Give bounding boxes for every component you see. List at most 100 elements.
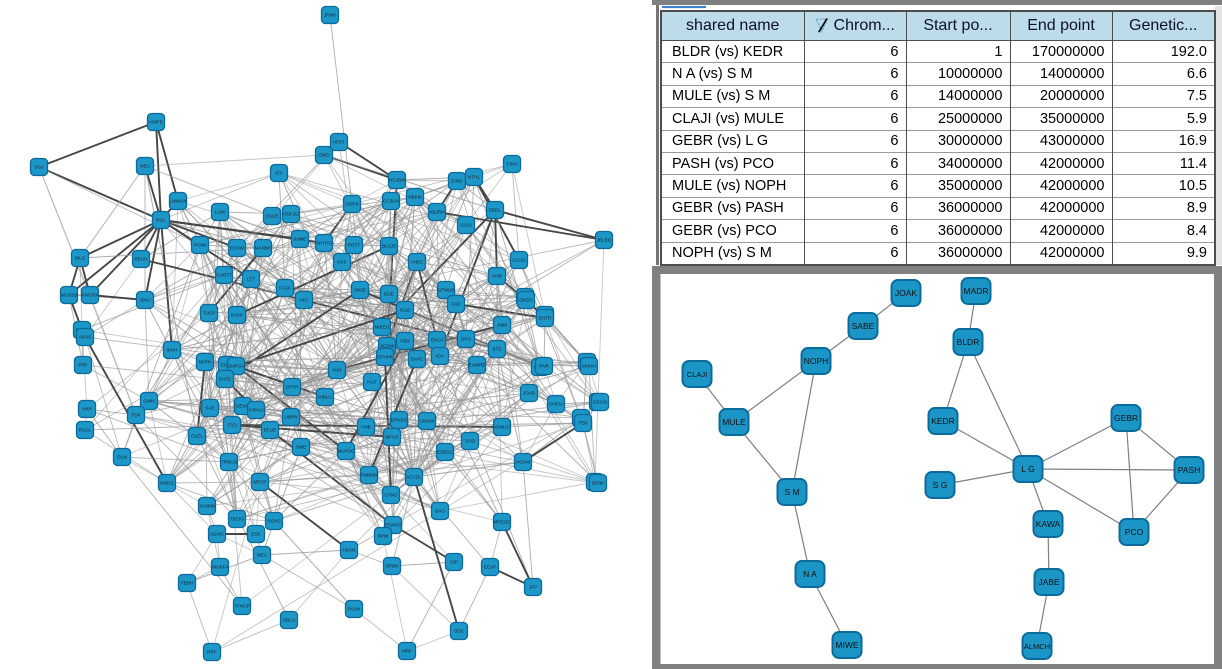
svg-text:ARAS: ARAS: [79, 335, 92, 340]
svg-text:JFWH: JFWH: [324, 13, 337, 18]
svg-text:RGNS: RGNS: [267, 519, 280, 524]
svg-text:IEC: IEC: [275, 171, 283, 176]
svg-text:SABE: SABE: [852, 321, 875, 331]
svg-text:BPW: BPW: [378, 534, 389, 539]
svg-text:GOPS: GOPS: [345, 202, 358, 207]
svg-text:IKHH: IKHH: [167, 348, 178, 353]
svg-text:NTHL: NTHL: [468, 175, 480, 180]
svg-text:KNMJC: KNMJC: [494, 425, 511, 430]
svg-text:RLIL: RLIL: [156, 218, 166, 223]
svg-text:GWN: GWN: [143, 399, 154, 404]
svg-text:HWFE: HWFE: [149, 120, 163, 125]
svg-text:BLSJE: BLSJE: [382, 244, 396, 249]
svg-text:FBD: FBD: [400, 339, 410, 344]
svg-text:HIJT: HIJT: [367, 380, 377, 385]
svg-text:MUFOG: MUFOG: [337, 449, 355, 454]
svg-text:SGJ: SGJ: [35, 165, 44, 170]
svg-text:DAPC: DAPC: [411, 357, 424, 362]
svg-text:OHFIA: OHFIA: [549, 402, 564, 407]
svg-text:HFC: HFC: [299, 298, 309, 303]
svg-text:NBKM: NBKM: [408, 195, 421, 200]
svg-text:NEU: NEU: [140, 164, 150, 169]
svg-text:TMBMM: TMBMM: [360, 473, 378, 478]
svg-text:AHEC: AHEC: [411, 260, 424, 265]
svg-text:ECNW: ECNW: [230, 246, 245, 251]
svg-text:DPNSG: DPNSG: [391, 418, 408, 423]
svg-text:HNB: HNB: [361, 425, 371, 430]
svg-text:KFS: KFS: [338, 260, 347, 265]
svg-text:HGJBM: HGJBM: [389, 178, 405, 183]
svg-text:EHUJ: EHUJ: [431, 338, 443, 343]
svg-text:MFUS: MFUS: [385, 435, 398, 440]
svg-text:SWE: SWE: [296, 445, 306, 450]
svg-text:TRNCO: TRNCO: [221, 460, 238, 465]
svg-text:MIEEO: MIEEO: [375, 325, 390, 330]
svg-text:RRF: RRF: [207, 650, 217, 655]
svg-text:POWI: POWI: [194, 243, 206, 248]
svg-text:REUH: REUH: [134, 257, 147, 262]
svg-text:DEBK: DEBK: [592, 481, 605, 486]
svg-text:KEDR: KEDR: [931, 416, 955, 426]
svg-text:DBLU: DBLU: [283, 618, 295, 623]
svg-text:ESK: ESK: [251, 532, 261, 537]
svg-text:EPHPK: EPHPK: [377, 355, 394, 360]
svg-text:S G: S G: [933, 480, 948, 490]
svg-text:L G: L G: [1021, 464, 1034, 474]
svg-text:GMPGA: GMPGA: [227, 364, 245, 369]
svg-text:RADL: RADL: [79, 428, 92, 433]
svg-text:GUBTT: GUBTT: [216, 273, 232, 278]
svg-text:OLEL: OLEL: [191, 434, 203, 439]
svg-text:S M: S M: [784, 487, 799, 497]
svg-text:AGWC: AGWC: [210, 532, 225, 537]
svg-text:MREOC: MREOC: [493, 520, 511, 525]
svg-text:KBJRN: KBJRN: [429, 210, 444, 215]
svg-text:EFUD: EFUD: [264, 428, 277, 433]
svg-text:GIP: GIP: [450, 560, 458, 565]
svg-text:JDNJ: JDNJ: [139, 298, 150, 303]
svg-text:ACCDL: ACCDL: [406, 475, 422, 480]
svg-text:HDAN: HDAN: [342, 548, 355, 553]
svg-text:JOAK: JOAK: [895, 288, 918, 298]
svg-text:MULE: MULE: [722, 417, 746, 427]
svg-text:PTWOC: PTWOC: [384, 523, 402, 528]
svg-text:INBLG: INBLG: [318, 395, 332, 400]
svg-text:N A: N A: [803, 569, 817, 579]
svg-text:GJJU: GJJU: [460, 223, 471, 228]
svg-text:SMJE: SMJE: [354, 288, 366, 293]
svg-text:BLDR: BLDR: [957, 337, 980, 347]
svg-text:PCO: PCO: [1125, 527, 1144, 537]
svg-text:TJNG: TJNG: [506, 162, 518, 167]
svg-text:EAWRE: EAWRE: [469, 363, 486, 368]
svg-text:BAO: BAO: [435, 509, 445, 514]
svg-text:MADR: MADR: [963, 286, 988, 296]
svg-text:FJGF: FJGF: [279, 286, 291, 291]
svg-text:KAWA: KAWA: [1036, 519, 1061, 529]
svg-text:WGKFA: WGKFA: [212, 565, 230, 570]
svg-text:MRF: MRF: [402, 649, 412, 654]
svg-text:DUE: DUE: [384, 292, 394, 297]
svg-text:KWCRA: KWCRA: [81, 293, 99, 298]
svg-text:GTMUB: GTMUB: [438, 288, 455, 293]
svg-text:FBBH: FBBH: [181, 581, 193, 586]
svg-text:UEWB: UEWB: [236, 404, 250, 409]
svg-text:POTT: POTT: [348, 243, 360, 248]
svg-text:TUCP: TUCP: [203, 311, 216, 316]
svg-text:MTCP: MTCP: [253, 480, 266, 485]
svg-text:NJN: NJN: [333, 368, 342, 373]
svg-text:GEBR: GEBR: [1114, 413, 1138, 423]
svg-text:LTT: LTT: [247, 277, 255, 282]
svg-text:MIWE: MIWE: [835, 640, 858, 650]
svg-text:RNR: RNR: [539, 364, 550, 369]
svg-text:JMM: JMM: [497, 323, 507, 328]
svg-text:EING: EING: [451, 179, 463, 184]
svg-text:HHR: HHR: [492, 274, 503, 279]
svg-text:KMDG: KMDG: [160, 481, 174, 486]
svg-text:NILG: NILG: [75, 256, 86, 261]
svg-text:EEAF: EEAF: [484, 565, 496, 570]
svg-text:PRF: PRF: [78, 363, 87, 368]
svg-text:LUW: LUW: [215, 210, 226, 215]
svg-text:OSUE: OSUE: [265, 214, 278, 219]
svg-text:JTCI: JTCI: [227, 423, 237, 428]
svg-text:JIGDW: JIGDW: [380, 344, 395, 349]
svg-text:IHPAU: IHPAU: [249, 408, 263, 413]
